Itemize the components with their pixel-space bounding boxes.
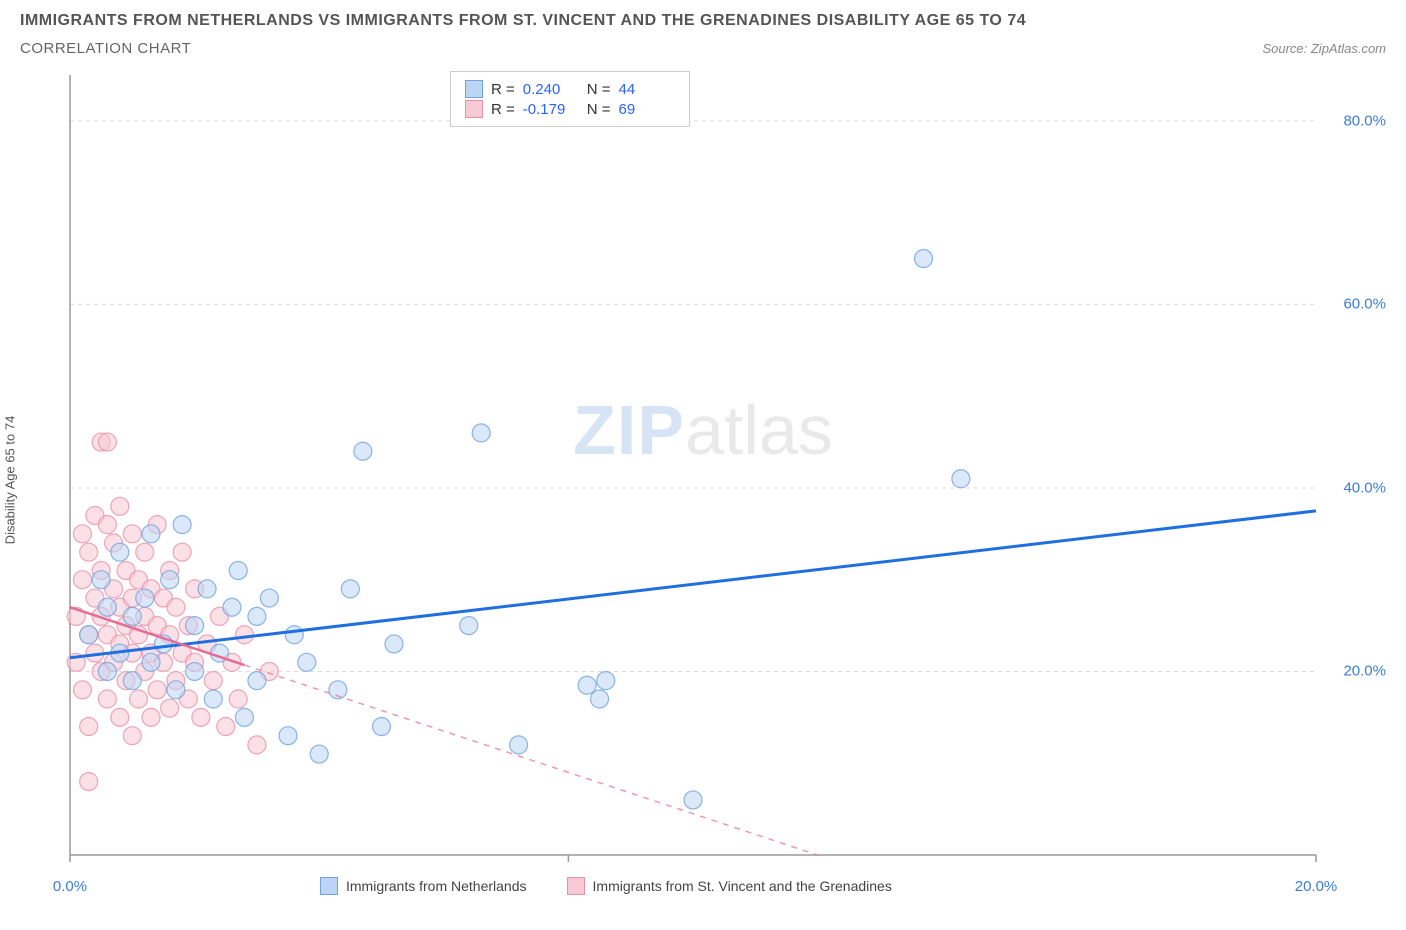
n-value: 44 bbox=[619, 81, 675, 98]
legend-stat-row: R = 0.240 N = 44 bbox=[465, 80, 675, 98]
legend-swatch bbox=[567, 877, 585, 895]
n-label: N = bbox=[587, 101, 611, 118]
y-tick-label: 80.0% bbox=[1343, 112, 1386, 129]
legend-label: Immigrants from Netherlands bbox=[346, 878, 527, 894]
r-label: R = bbox=[491, 81, 515, 98]
legend-label: Immigrants from St. Vincent and the Gren… bbox=[593, 878, 892, 894]
series-legend: Immigrants from Netherlands Immigrants fr… bbox=[20, 877, 1386, 895]
source-label: Source: ZipAtlas.com bbox=[1262, 41, 1386, 56]
y-axis-label: Disability Age 65 to 74 bbox=[3, 416, 18, 545]
legend-stat-row: R = -0.179 N = 69 bbox=[465, 100, 675, 118]
r-label: R = bbox=[491, 101, 515, 118]
y-tick-label: 20.0% bbox=[1343, 663, 1386, 680]
y-tick-label: 40.0% bbox=[1343, 479, 1386, 496]
chart-title: IMMIGRANTS FROM NETHERLANDS VS IMMIGRANT… bbox=[20, 12, 1386, 30]
legend-swatch bbox=[320, 877, 338, 895]
legend-item: Immigrants from St. Vincent and the Gren… bbox=[567, 877, 892, 895]
scatter-chart bbox=[20, 65, 1386, 895]
r-value: 0.240 bbox=[523, 81, 579, 98]
correlation-legend: R = 0.240 N = 44 R = -0.179 N = 69 bbox=[450, 71, 690, 127]
n-label: N = bbox=[587, 81, 611, 98]
legend-swatch bbox=[465, 80, 483, 98]
r-value: -0.179 bbox=[523, 101, 579, 118]
chart-subtitle: CORRELATION CHART bbox=[20, 40, 191, 57]
legend-item: Immigrants from Netherlands bbox=[320, 877, 527, 895]
legend-swatch bbox=[465, 100, 483, 118]
n-value: 69 bbox=[619, 101, 675, 118]
y-tick-label: 60.0% bbox=[1343, 296, 1386, 313]
chart-area: Disability Age 65 to 74 ZIPatlas R =0.24… bbox=[20, 65, 1386, 895]
